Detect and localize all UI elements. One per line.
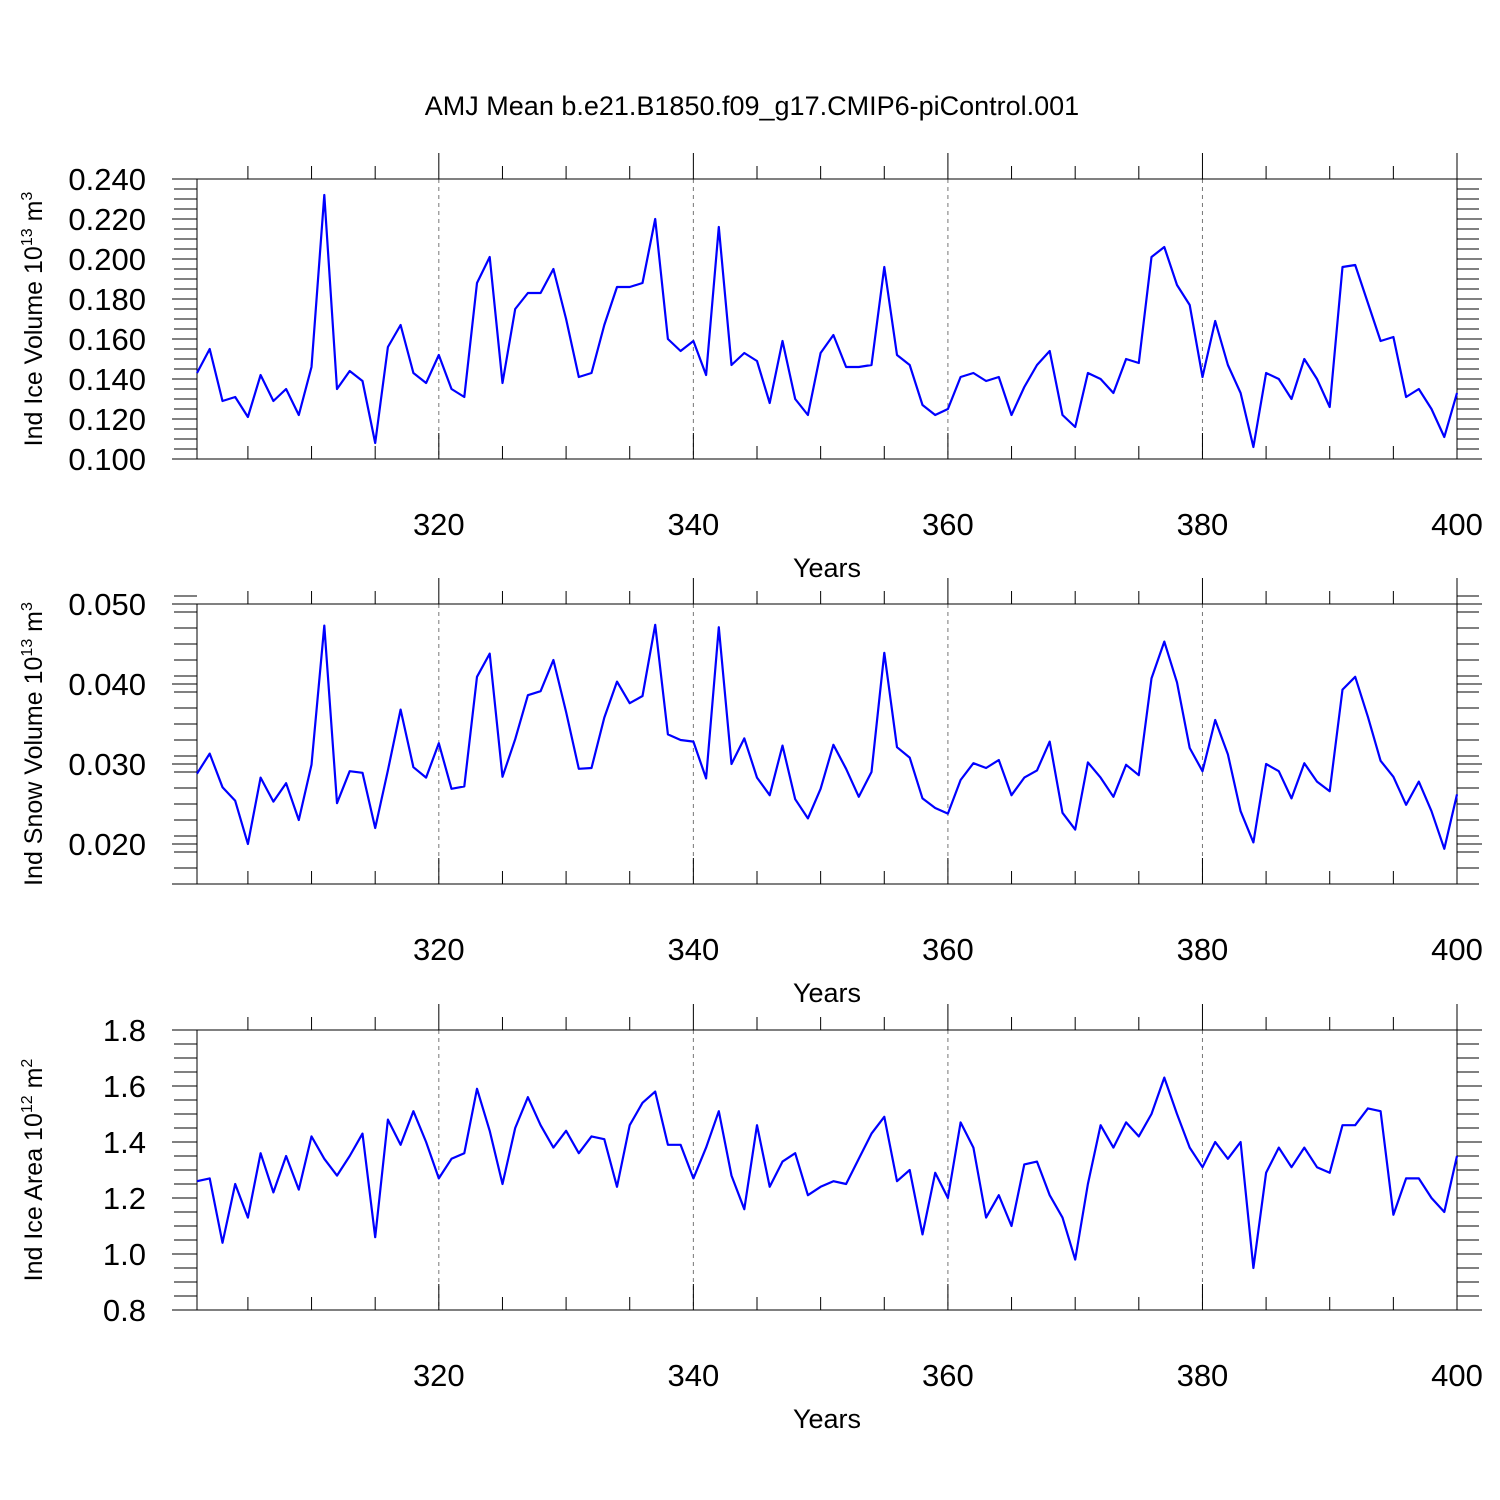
series-line-ice-area xyxy=(196,1076,1459,1270)
x-tick-label: 400 xyxy=(1431,1358,1483,1393)
y-tick-label: 1.2 xyxy=(103,1181,146,1216)
x-tick-label: 360 xyxy=(922,507,974,542)
y-axis-label-unit-exponent: 2 xyxy=(19,1059,36,1068)
y-tick-label: 0.220 xyxy=(68,202,146,237)
y-axis-label-exponent: 13 xyxy=(19,228,36,246)
y-tick-label: 1.0 xyxy=(103,1237,146,1272)
x-axis-label: Years xyxy=(793,1404,861,1434)
y-tick-label: 0.020 xyxy=(68,827,146,862)
y-tick-label: 0.040 xyxy=(68,667,146,702)
y-tick-label: 1.4 xyxy=(103,1125,146,1160)
x-tick-label: 360 xyxy=(922,932,974,967)
x-tick-label: 380 xyxy=(1177,1358,1229,1393)
y-axis-label-exponent: 13 xyxy=(19,639,36,657)
y-axis-label-text: Ind Snow Volume 10 xyxy=(20,657,48,886)
y-tick-label: 0.140 xyxy=(68,362,146,397)
x-tick-label: 360 xyxy=(922,1358,974,1393)
y-tick-label: 1.8 xyxy=(103,1013,146,1048)
y-axis-label-unit-exponent: 3 xyxy=(19,602,36,611)
x-tick-label: 380 xyxy=(1177,932,1229,967)
panel-ice-volume: 0.100 0.120 0.140 0.160 0.180 0.200 0.220 0.240… xyxy=(19,153,1483,583)
y-tick-label: 0.100 xyxy=(68,442,146,477)
y-axis-label-unit: m xyxy=(20,201,48,229)
y-tick-label: 0.240 xyxy=(68,162,146,197)
y-axis-label-unit: m xyxy=(20,1068,48,1096)
x-tick-label: 320 xyxy=(413,1358,465,1393)
x-tick-label: 340 xyxy=(667,932,719,967)
y-axis-label: Ind Snow Volume 1013 m3 xyxy=(19,602,48,886)
x-tick-label: 340 xyxy=(667,507,719,542)
x-tick-label: 380 xyxy=(1177,507,1229,542)
y-axis-label-text: Ind Ice Volume 10 xyxy=(20,246,48,446)
x-tick-label: 400 xyxy=(1431,507,1483,542)
x-tick-label: 320 xyxy=(413,507,465,542)
y-tick-label: 0.030 xyxy=(68,747,146,782)
x-axis-label: Years xyxy=(793,553,861,583)
y-tick-label: 0.180 xyxy=(68,282,146,317)
chart-panels: 0.100 0.120 0.140 0.160 0.180 0.200 0.220 0.240… xyxy=(19,153,1483,1434)
series-line-ice-volume xyxy=(196,193,1459,449)
panel-snow-volume: 0.020 0.030 0.040 0.050 320 340 360 380 400 Years… xyxy=(19,578,1483,1008)
y-axis-label-unit-exponent: 3 xyxy=(19,192,36,201)
x-tick-label: 320 xyxy=(413,932,465,967)
x-tick-label: 340 xyxy=(667,1358,719,1393)
x-axis-label: Years xyxy=(793,978,861,1008)
y-axis-label-unit: m xyxy=(20,611,48,639)
y-axis-label: Ind Ice Area 1012 m2 xyxy=(19,1059,48,1282)
y-tick-label: 0.120 xyxy=(68,402,146,437)
x-tick-label: 400 xyxy=(1431,932,1483,967)
y-tick-label: 0.200 xyxy=(68,242,146,277)
y-axis-label-text: Ind Ice Area 10 xyxy=(20,1113,48,1281)
y-axis-label: Ind Ice Volume 1013 m3 xyxy=(19,192,48,447)
panel-ice-area: 0.8 1.0 1.2 1.4 1.6 1.8 320 340 360 380 400 Years In… xyxy=(19,1004,1483,1434)
y-tick-label: 1.6 xyxy=(103,1069,146,1104)
y-tick-label: 0.050 xyxy=(68,587,146,622)
y-tick-label: 0.8 xyxy=(103,1293,146,1328)
y-tick-label: 0.160 xyxy=(68,322,146,357)
series-line-snow-volume xyxy=(196,623,1459,850)
y-axis-label-exponent: 12 xyxy=(19,1095,36,1113)
chart-title: AMJ Mean b.e21.B1850.f09_g17.CMIP6-piCon… xyxy=(425,91,1079,121)
